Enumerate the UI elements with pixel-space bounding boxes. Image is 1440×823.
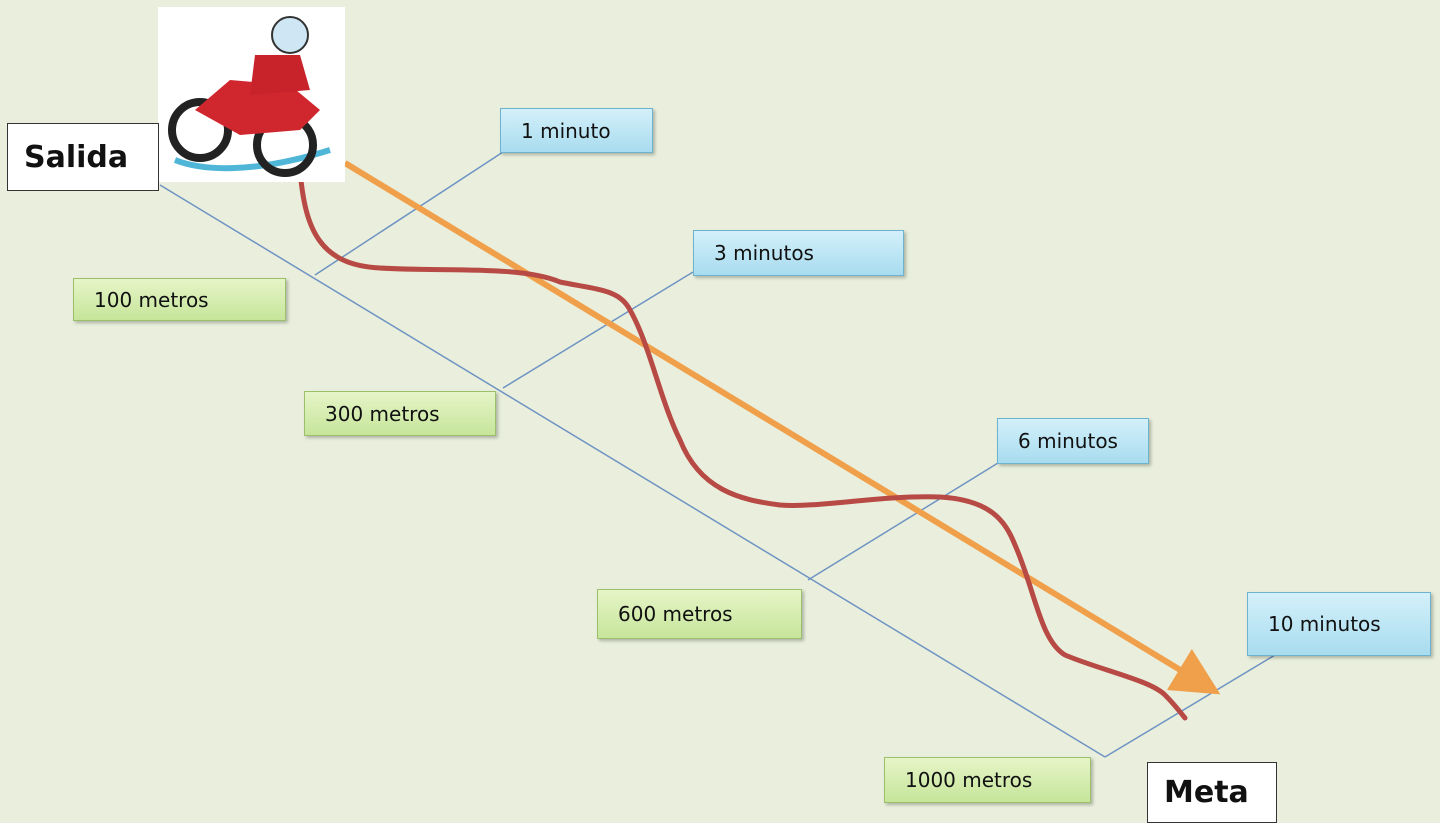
distance-label: 600 metros bbox=[597, 589, 802, 639]
end-label: Meta bbox=[1147, 762, 1277, 823]
distance-label: 300 metros bbox=[304, 391, 496, 436]
diagram: Salida Meta 100 metros 300 metros 600 me… bbox=[0, 0, 1440, 823]
start-label: Salida bbox=[7, 123, 159, 191]
time-label: 6 minutos bbox=[997, 418, 1149, 464]
motorcycle-icon bbox=[158, 7, 345, 182]
time-label: 1 minuto bbox=[500, 108, 653, 153]
distance-label: 100 metros bbox=[73, 278, 286, 321]
drawing bbox=[0, 0, 1440, 823]
distance-label: 1000 metros bbox=[884, 757, 1091, 803]
time-label: 3 minutos bbox=[693, 230, 904, 276]
time-label: 10 minutos bbox=[1247, 592, 1431, 656]
